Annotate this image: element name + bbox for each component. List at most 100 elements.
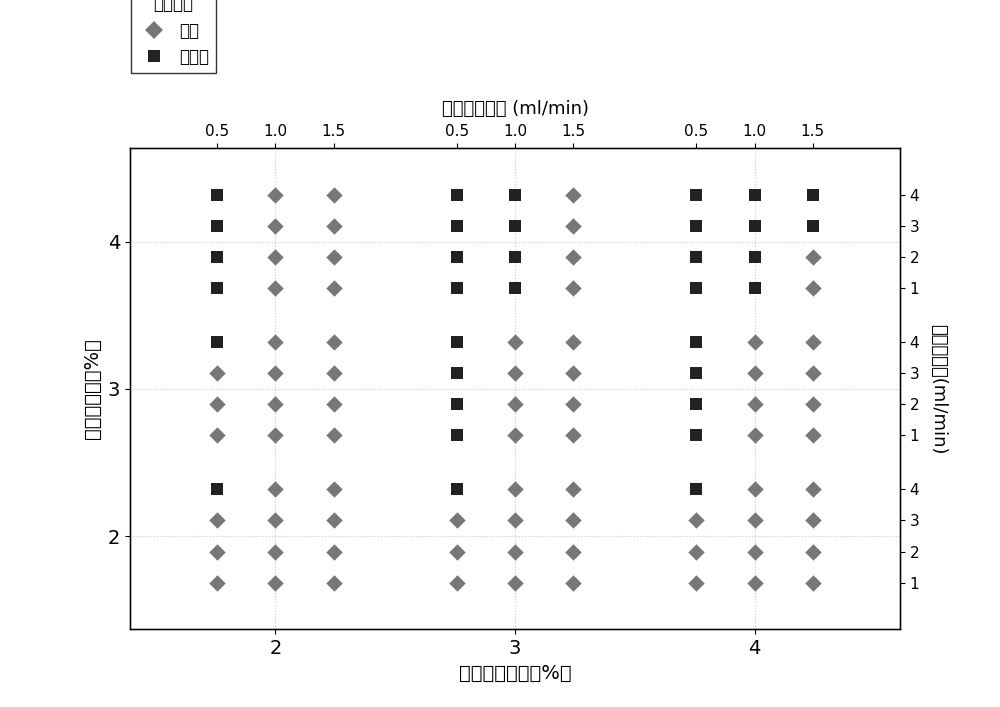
Point [267, 368, 283, 379]
Point [747, 221, 763, 232]
Point [688, 337, 704, 348]
Point [747, 430, 763, 441]
Point [449, 283, 465, 294]
Point [565, 221, 581, 232]
Point [507, 283, 523, 294]
Point [688, 399, 704, 410]
Point [805, 399, 821, 410]
Point [326, 515, 342, 526]
Point [688, 484, 704, 495]
Point [747, 252, 763, 263]
Point [565, 399, 581, 410]
Point [805, 252, 821, 263]
Point [326, 546, 342, 557]
Point [449, 189, 465, 201]
Point [747, 337, 763, 348]
Point [747, 368, 763, 379]
Point [805, 577, 821, 588]
Point [747, 283, 763, 294]
Point [507, 484, 523, 495]
Point [209, 283, 225, 294]
Point [326, 484, 342, 495]
Point [805, 430, 821, 441]
Point [688, 252, 704, 263]
Point [449, 368, 465, 379]
Point [565, 484, 581, 495]
Point [326, 399, 342, 410]
Point [688, 221, 704, 232]
Point [507, 430, 523, 441]
Point [805, 221, 821, 232]
Point [267, 515, 283, 526]
Point [507, 337, 523, 348]
Point [805, 368, 821, 379]
Point [209, 368, 225, 379]
Point [565, 189, 581, 201]
Point [805, 283, 821, 294]
Point [507, 577, 523, 588]
Point [209, 221, 225, 232]
Point [507, 189, 523, 201]
Point [805, 546, 821, 557]
Point [805, 189, 821, 201]
Point [449, 337, 465, 348]
Point [326, 337, 342, 348]
Point [688, 546, 704, 557]
Point [209, 399, 225, 410]
Point [326, 189, 342, 201]
Point [209, 546, 225, 557]
Point [267, 577, 283, 588]
X-axis label: 海藻酸钠流速 (ml/min): 海藻酸钠流速 (ml/min) [442, 100, 588, 118]
Point [688, 430, 704, 441]
Point [449, 577, 465, 588]
Point [805, 484, 821, 495]
Point [449, 252, 465, 263]
Point [565, 430, 581, 441]
Point [507, 252, 523, 263]
Point [209, 430, 225, 441]
Legend: 融合, 未融合: 融合, 未融合 [131, 0, 216, 73]
Point [267, 221, 283, 232]
Point [326, 577, 342, 588]
Point [747, 577, 763, 588]
Point [565, 577, 581, 588]
Point [747, 189, 763, 201]
Point [565, 515, 581, 526]
Point [565, 283, 581, 294]
Point [449, 515, 465, 526]
Point [449, 221, 465, 232]
Point [449, 430, 465, 441]
Point [209, 189, 225, 201]
Point [507, 546, 523, 557]
Point [507, 221, 523, 232]
Point [747, 515, 763, 526]
Point [507, 399, 523, 410]
Point [507, 515, 523, 526]
Point [688, 515, 704, 526]
Point [688, 368, 704, 379]
Point [326, 368, 342, 379]
Point [805, 337, 821, 348]
Point [267, 283, 283, 294]
Point [209, 252, 225, 263]
Point [449, 546, 465, 557]
Point [209, 484, 225, 495]
Point [747, 546, 763, 557]
Point [326, 283, 342, 294]
Point [209, 337, 225, 348]
Point [326, 221, 342, 232]
Point [688, 189, 704, 201]
Point [565, 337, 581, 348]
Point [565, 546, 581, 557]
Point [326, 430, 342, 441]
Point [688, 283, 704, 294]
Point [267, 430, 283, 441]
Point [267, 189, 283, 201]
Point [267, 399, 283, 410]
Point [565, 368, 581, 379]
Point [209, 577, 225, 588]
Point [267, 252, 283, 263]
Point [209, 515, 225, 526]
Point [267, 337, 283, 348]
Point [267, 546, 283, 557]
